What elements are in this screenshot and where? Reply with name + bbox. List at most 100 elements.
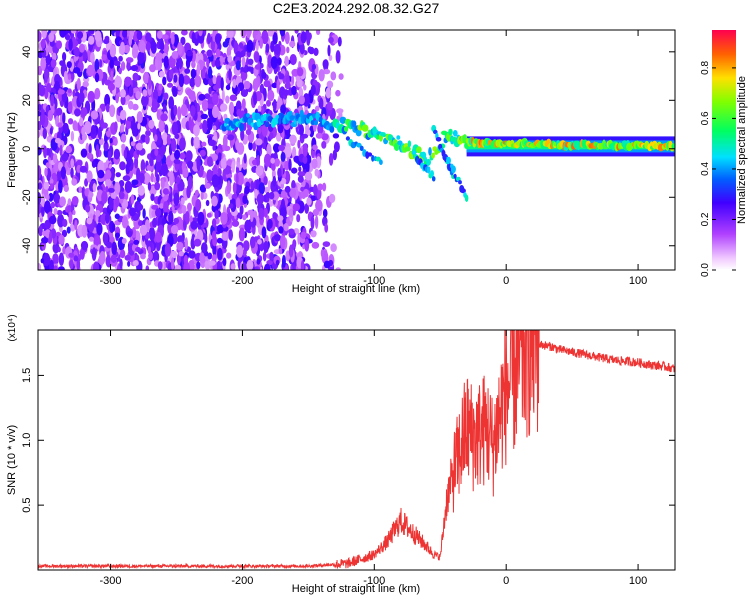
noise-speckle [289, 134, 297, 144]
noise-speckle [186, 185, 191, 199]
colorbar-tick-label: 0.6 [700, 111, 711, 125]
noise-speckle [161, 132, 169, 146]
noise-speckle [193, 238, 202, 247]
noise-speckle [270, 42, 275, 51]
noise-speckle [267, 180, 272, 190]
noise-speckle [211, 38, 215, 52]
noise-speckle [155, 82, 159, 89]
noise-speckle [123, 44, 130, 54]
noise-speckle [48, 230, 53, 244]
noise-speckle [110, 70, 114, 81]
x-tick-label: -300 [100, 575, 122, 587]
noise-speckle [212, 144, 216, 151]
noise-speckle [244, 185, 250, 195]
noise-speckle [211, 218, 217, 228]
noise-speckle [283, 223, 289, 232]
noise-speckle [311, 241, 320, 249]
noise-speckle [68, 252, 75, 258]
noise-speckle [323, 260, 331, 269]
noise-speckle [214, 33, 222, 44]
noise-speckle [50, 201, 56, 209]
noise-speckle [233, 40, 238, 55]
noise-speckle [216, 260, 221, 270]
noise-speckle [270, 56, 278, 69]
noise-speckle [328, 193, 336, 203]
noise-speckle [171, 250, 178, 259]
noise-speckle [261, 30, 269, 45]
noise-speckle [59, 196, 66, 207]
noise-speckle [61, 153, 69, 162]
noise-speckle [235, 197, 241, 209]
signal-branch-point [359, 145, 364, 151]
noise-speckle [187, 202, 192, 212]
noise-speckle [171, 138, 177, 152]
noise-speckle [314, 215, 319, 229]
noise-speckle [177, 42, 183, 55]
noise-speckle [328, 153, 334, 166]
signal-trace-point [387, 134, 394, 142]
noise-speckle [56, 209, 63, 216]
noise-speckle [78, 91, 85, 104]
noise-speckle [163, 43, 169, 54]
snr-x-axis-label: Height of straight line (km) [292, 583, 420, 595]
noise-speckle [267, 89, 275, 102]
noise-speckle [82, 81, 89, 88]
noise-speckle [109, 44, 117, 58]
signal-trace-point [246, 113, 250, 118]
noise-speckle [148, 96, 153, 108]
noise-speckle [300, 231, 307, 239]
noise-speckle [55, 107, 63, 116]
noise-speckle [71, 196, 79, 206]
noise-speckle [104, 93, 111, 107]
noise-speckle [196, 62, 201, 77]
noise-speckle [65, 145, 72, 153]
noise-speckle [229, 138, 234, 149]
noise-speckle [230, 263, 236, 270]
noise-speckle [236, 157, 241, 163]
noise-speckle [63, 184, 69, 193]
signal-trace-point [318, 116, 323, 123]
noise-speckle [246, 30, 252, 39]
signal-trace-point [264, 121, 270, 128]
noise-speckle [53, 208, 58, 215]
noise-speckle [50, 59, 57, 68]
noise-speckle [122, 175, 131, 182]
noise-speckle [137, 185, 145, 196]
snr-line [38, 330, 675, 570]
noise-speckle [246, 40, 254, 53]
noise-speckle [57, 246, 61, 253]
noise-speckle [114, 213, 120, 220]
noise-speckle [240, 70, 248, 81]
noise-speckle [257, 239, 262, 245]
colorbar: 0.0 0.2 0.4 0.6 0.8 Normalized spectral ampl… [700, 30, 748, 277]
noise-speckle [121, 133, 127, 143]
noise-speckle [94, 119, 99, 125]
noise-speckle [332, 149, 337, 161]
noise-speckle [127, 260, 131, 267]
noise-speckle [215, 48, 221, 58]
noise-speckle [119, 249, 126, 259]
noise-speckle [148, 251, 153, 261]
noise-speckle [220, 156, 227, 170]
noise-speckle [135, 90, 141, 100]
noise-speckle [311, 158, 318, 170]
noise-speckle [62, 52, 67, 62]
noise-speckle [281, 198, 285, 210]
noise-speckle [162, 76, 167, 86]
noise-speckle [272, 143, 281, 153]
noise-speckle [269, 251, 274, 262]
spectrogram-marks [38, 30, 675, 270]
noise-speckle [276, 79, 280, 93]
noise-speckle [271, 162, 276, 171]
noise-speckle [190, 220, 198, 230]
spectrogram-frame [37, 29, 676, 271]
noise-speckle [158, 70, 165, 78]
noise-speckle [107, 187, 115, 193]
noise-speckle [236, 212, 242, 219]
y-tick-label: -40 [21, 238, 33, 254]
noise-speckle [84, 178, 89, 187]
noise-speckle [62, 122, 69, 134]
noise-speckle [161, 34, 169, 40]
noise-speckle [145, 32, 152, 42]
noise-speckle [178, 251, 185, 257]
